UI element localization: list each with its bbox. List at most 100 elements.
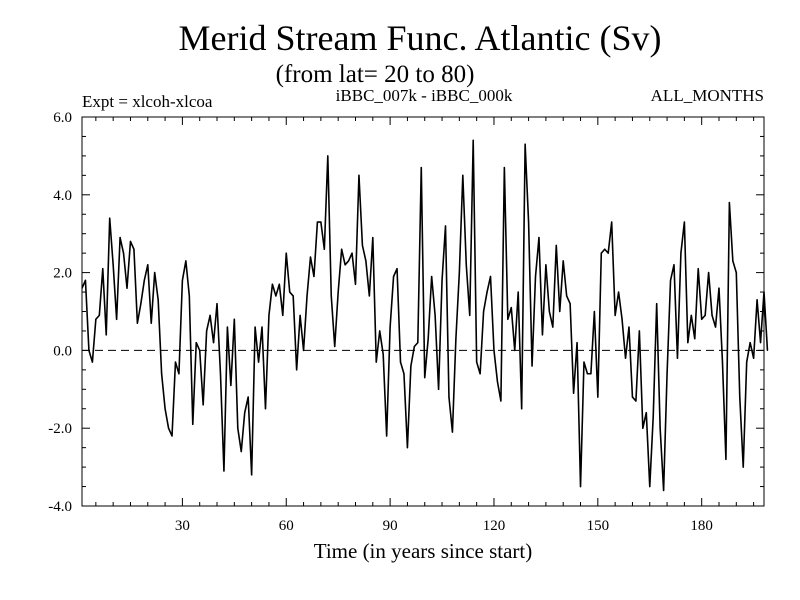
data-point bbox=[261, 326, 263, 328]
data-point bbox=[392, 275, 395, 278]
data-point bbox=[226, 326, 228, 328]
data-point bbox=[663, 489, 665, 492]
data-point bbox=[247, 396, 249, 398]
data-point bbox=[105, 334, 107, 336]
data-point bbox=[721, 361, 724, 363]
data-point bbox=[119, 236, 121, 239]
data-point bbox=[323, 248, 325, 250]
data-point bbox=[711, 314, 713, 316]
data-point bbox=[600, 252, 602, 254]
data-point bbox=[181, 279, 183, 281]
data-point bbox=[593, 310, 595, 313]
y-tick-label: 6.0 bbox=[53, 110, 72, 126]
data-point bbox=[171, 435, 173, 437]
y-tick-label: 0.0 bbox=[53, 343, 72, 359]
data-point bbox=[161, 373, 163, 375]
data-point bbox=[361, 244, 364, 246]
data-point bbox=[756, 299, 758, 301]
data-point bbox=[282, 314, 284, 316]
data-point bbox=[271, 283, 274, 285]
x-tick-label: 120 bbox=[483, 518, 506, 534]
data-point bbox=[621, 318, 623, 320]
x-axis-label: Time (in years since start) bbox=[314, 539, 533, 563]
data-point bbox=[375, 361, 377, 363]
data-point bbox=[510, 307, 512, 309]
data-point bbox=[354, 283, 357, 285]
data-point bbox=[358, 174, 360, 176]
data-point bbox=[753, 357, 755, 359]
data-point bbox=[420, 166, 422, 169]
data-point bbox=[534, 275, 537, 278]
data-point bbox=[763, 291, 765, 293]
data-point bbox=[254, 326, 256, 328]
data-point bbox=[212, 342, 215, 344]
data-point bbox=[642, 427, 644, 429]
y-tick-label: 2.0 bbox=[53, 266, 72, 282]
data-point bbox=[673, 264, 675, 266]
data-point bbox=[178, 373, 180, 375]
data-points bbox=[81, 139, 769, 492]
data-point bbox=[441, 279, 443, 281]
data-point bbox=[379, 330, 381, 332]
data-point bbox=[465, 264, 467, 266]
data-point bbox=[500, 400, 502, 402]
data-point bbox=[437, 388, 440, 390]
data-point bbox=[112, 264, 114, 266]
data-point bbox=[714, 326, 717, 328]
data-point bbox=[590, 373, 592, 375]
data-point bbox=[109, 217, 111, 219]
x-tick-label: 150 bbox=[587, 518, 610, 534]
data-point bbox=[666, 373, 668, 375]
data-point bbox=[275, 295, 277, 297]
data-point bbox=[410, 365, 412, 367]
x-tick-label: 30 bbox=[175, 518, 190, 534]
data-point bbox=[417, 342, 419, 344]
data-point bbox=[687, 342, 689, 344]
data-point bbox=[140, 303, 142, 305]
data-point bbox=[618, 291, 620, 293]
data-point bbox=[732, 260, 734, 262]
data-point bbox=[434, 314, 436, 316]
data-point bbox=[202, 404, 204, 406]
chart-subtitle: (from lat= 20 to 80) bbox=[276, 61, 475, 88]
data-point bbox=[386, 435, 388, 437]
data-point bbox=[257, 361, 260, 363]
data-point bbox=[638, 330, 640, 332]
data-point bbox=[444, 225, 447, 227]
data-point bbox=[676, 357, 679, 359]
data-point bbox=[403, 373, 405, 375]
data-point bbox=[341, 248, 343, 250]
data-point bbox=[330, 295, 332, 297]
data-point bbox=[223, 470, 225, 472]
data-point bbox=[199, 349, 201, 351]
data-point bbox=[576, 342, 578, 344]
data-point bbox=[413, 345, 415, 348]
data-point bbox=[697, 268, 699, 270]
data-point bbox=[251, 474, 253, 476]
data-point bbox=[337, 291, 339, 293]
data-point bbox=[88, 349, 90, 351]
data-point bbox=[327, 155, 329, 157]
data-point bbox=[154, 272, 156, 274]
data-point bbox=[759, 342, 762, 344]
data-point bbox=[559, 310, 561, 313]
data-point bbox=[472, 139, 474, 141]
data-point bbox=[493, 349, 495, 351]
data-point bbox=[708, 272, 710, 274]
data-point bbox=[496, 380, 499, 383]
experiment-label: Expt = xlcoh-xlcoa bbox=[82, 92, 213, 111]
data-point bbox=[462, 174, 464, 176]
x-tick-label: 60 bbox=[279, 518, 294, 534]
data-point bbox=[624, 357, 627, 359]
data-point bbox=[548, 310, 550, 313]
data-point bbox=[406, 447, 409, 449]
months-label: ALL_MONTHS bbox=[651, 86, 764, 105]
data-point bbox=[583, 361, 585, 363]
data-point bbox=[192, 423, 194, 425]
data-point bbox=[635, 400, 637, 402]
data-point bbox=[285, 252, 287, 254]
data-point bbox=[735, 272, 737, 274]
data-point bbox=[347, 260, 350, 262]
data-point bbox=[306, 295, 308, 297]
